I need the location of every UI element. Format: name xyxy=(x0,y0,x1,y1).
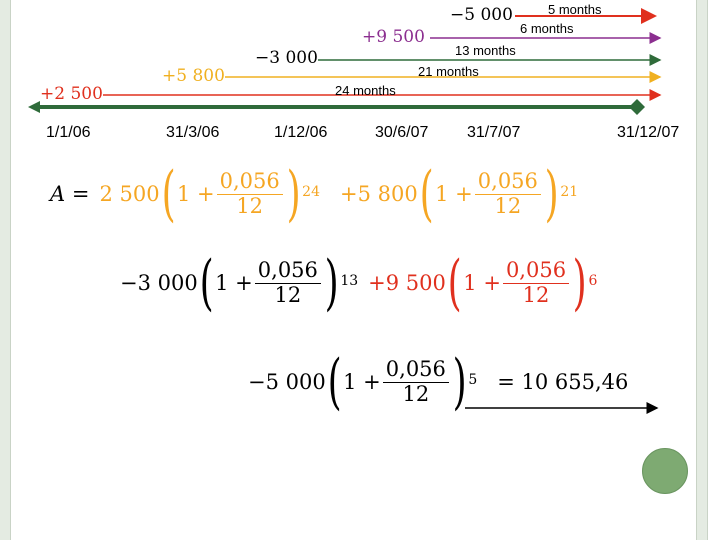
term-4-coef: +9 500 xyxy=(368,271,446,295)
months-label-2: 21 months xyxy=(418,64,479,79)
date-label-3: 1/12/06 xyxy=(274,124,328,141)
formula-row-3: −5 000 ( 1 + 0,056 12 ) 5 = 10 655,46 xyxy=(248,352,628,412)
term-4-rate: 0,056 xyxy=(502,259,570,284)
formula-term-1: 2 500 ( 1 + 0,056 12 ) 24 xyxy=(99,159,320,229)
term-3-exp: 13 xyxy=(340,273,359,289)
months-label-3: 13 months xyxy=(455,43,516,58)
formula-term-5: −5 000 ( 1 + 0,056 12 ) 5 xyxy=(248,347,478,417)
term-3-periods: 12 xyxy=(274,282,302,307)
deposit-amount-1: +2 500 xyxy=(40,84,103,104)
term-5-one: 1 + xyxy=(343,370,381,394)
deposit-amount-2: +5 800 xyxy=(162,66,225,86)
timeline-left-arrow xyxy=(28,101,40,113)
term-1-one: 1 + xyxy=(176,182,215,206)
term-5-periods: 12 xyxy=(402,381,430,406)
date-label-2: 31/3/06 xyxy=(166,124,220,141)
term-4-periods: 12 xyxy=(522,282,550,307)
formula-lhs: A = xyxy=(50,182,90,206)
months-label-4: 6 months xyxy=(520,21,574,36)
date-label-5: 31/7/07 xyxy=(467,124,521,141)
term-1-exp: 24 xyxy=(302,184,320,200)
term-1-coef: 2 500 xyxy=(99,182,160,206)
date-label-6: 31/12/07 xyxy=(617,124,680,141)
formula-term-2: +5 800 ( 1 + 0,056 12 ) 21 xyxy=(340,159,579,229)
term-5-exp: 5 xyxy=(468,372,478,388)
formula-term-4: +9 500 ( 1 + 0,056 12 ) 6 xyxy=(368,248,598,318)
deposit-amount-4: +9 500 xyxy=(362,27,425,47)
term-4-one: 1 + xyxy=(463,271,501,295)
term-1-rate: 0,056 xyxy=(216,170,283,195)
formula-row-2: −3 000 ( 1 + 0,056 12 ) 13 +9 500 ( 1 + 0… xyxy=(120,253,597,313)
term-2-exp: 21 xyxy=(560,184,579,200)
formula-result: = 10 655,46 xyxy=(497,370,629,394)
timeline-right-diamond xyxy=(629,99,645,115)
term-3-one: 1 + xyxy=(215,271,253,295)
left-frame-bar xyxy=(0,0,11,540)
term-5-coef: −5 000 xyxy=(248,370,326,394)
months-label-5: 5 months xyxy=(548,2,602,17)
term-3-coef: −3 000 xyxy=(120,271,198,295)
deposit-amount-3: −3 000 xyxy=(255,48,318,68)
formula-row-1: A = 2 500 ( 1 + 0,056 12 ) 24 +5 800 ( 1 … xyxy=(50,164,578,224)
term-5-rate: 0,056 xyxy=(382,358,449,383)
months-label-1: 24 months xyxy=(335,83,396,98)
term-1-periods: 12 xyxy=(236,193,264,218)
term-4-exp: 6 xyxy=(588,273,598,289)
date-label-4: 30/6/07 xyxy=(375,124,429,141)
formula-term-3: −3 000 ( 1 + 0,056 12 ) 13 xyxy=(120,248,359,318)
term-2-one: 1 + xyxy=(435,182,473,206)
term-2-rate: 0,056 xyxy=(474,170,541,195)
term-3-rate: 0,056 xyxy=(254,259,321,284)
deposit-amount-5: −5 000 xyxy=(450,5,513,25)
term-2-coef: +5 800 xyxy=(340,182,418,206)
green-circle-decoration xyxy=(642,448,688,494)
term-2-periods: 12 xyxy=(494,193,522,218)
date-label-1: 1/1/06 xyxy=(46,124,91,141)
right-frame-bar xyxy=(696,0,708,540)
